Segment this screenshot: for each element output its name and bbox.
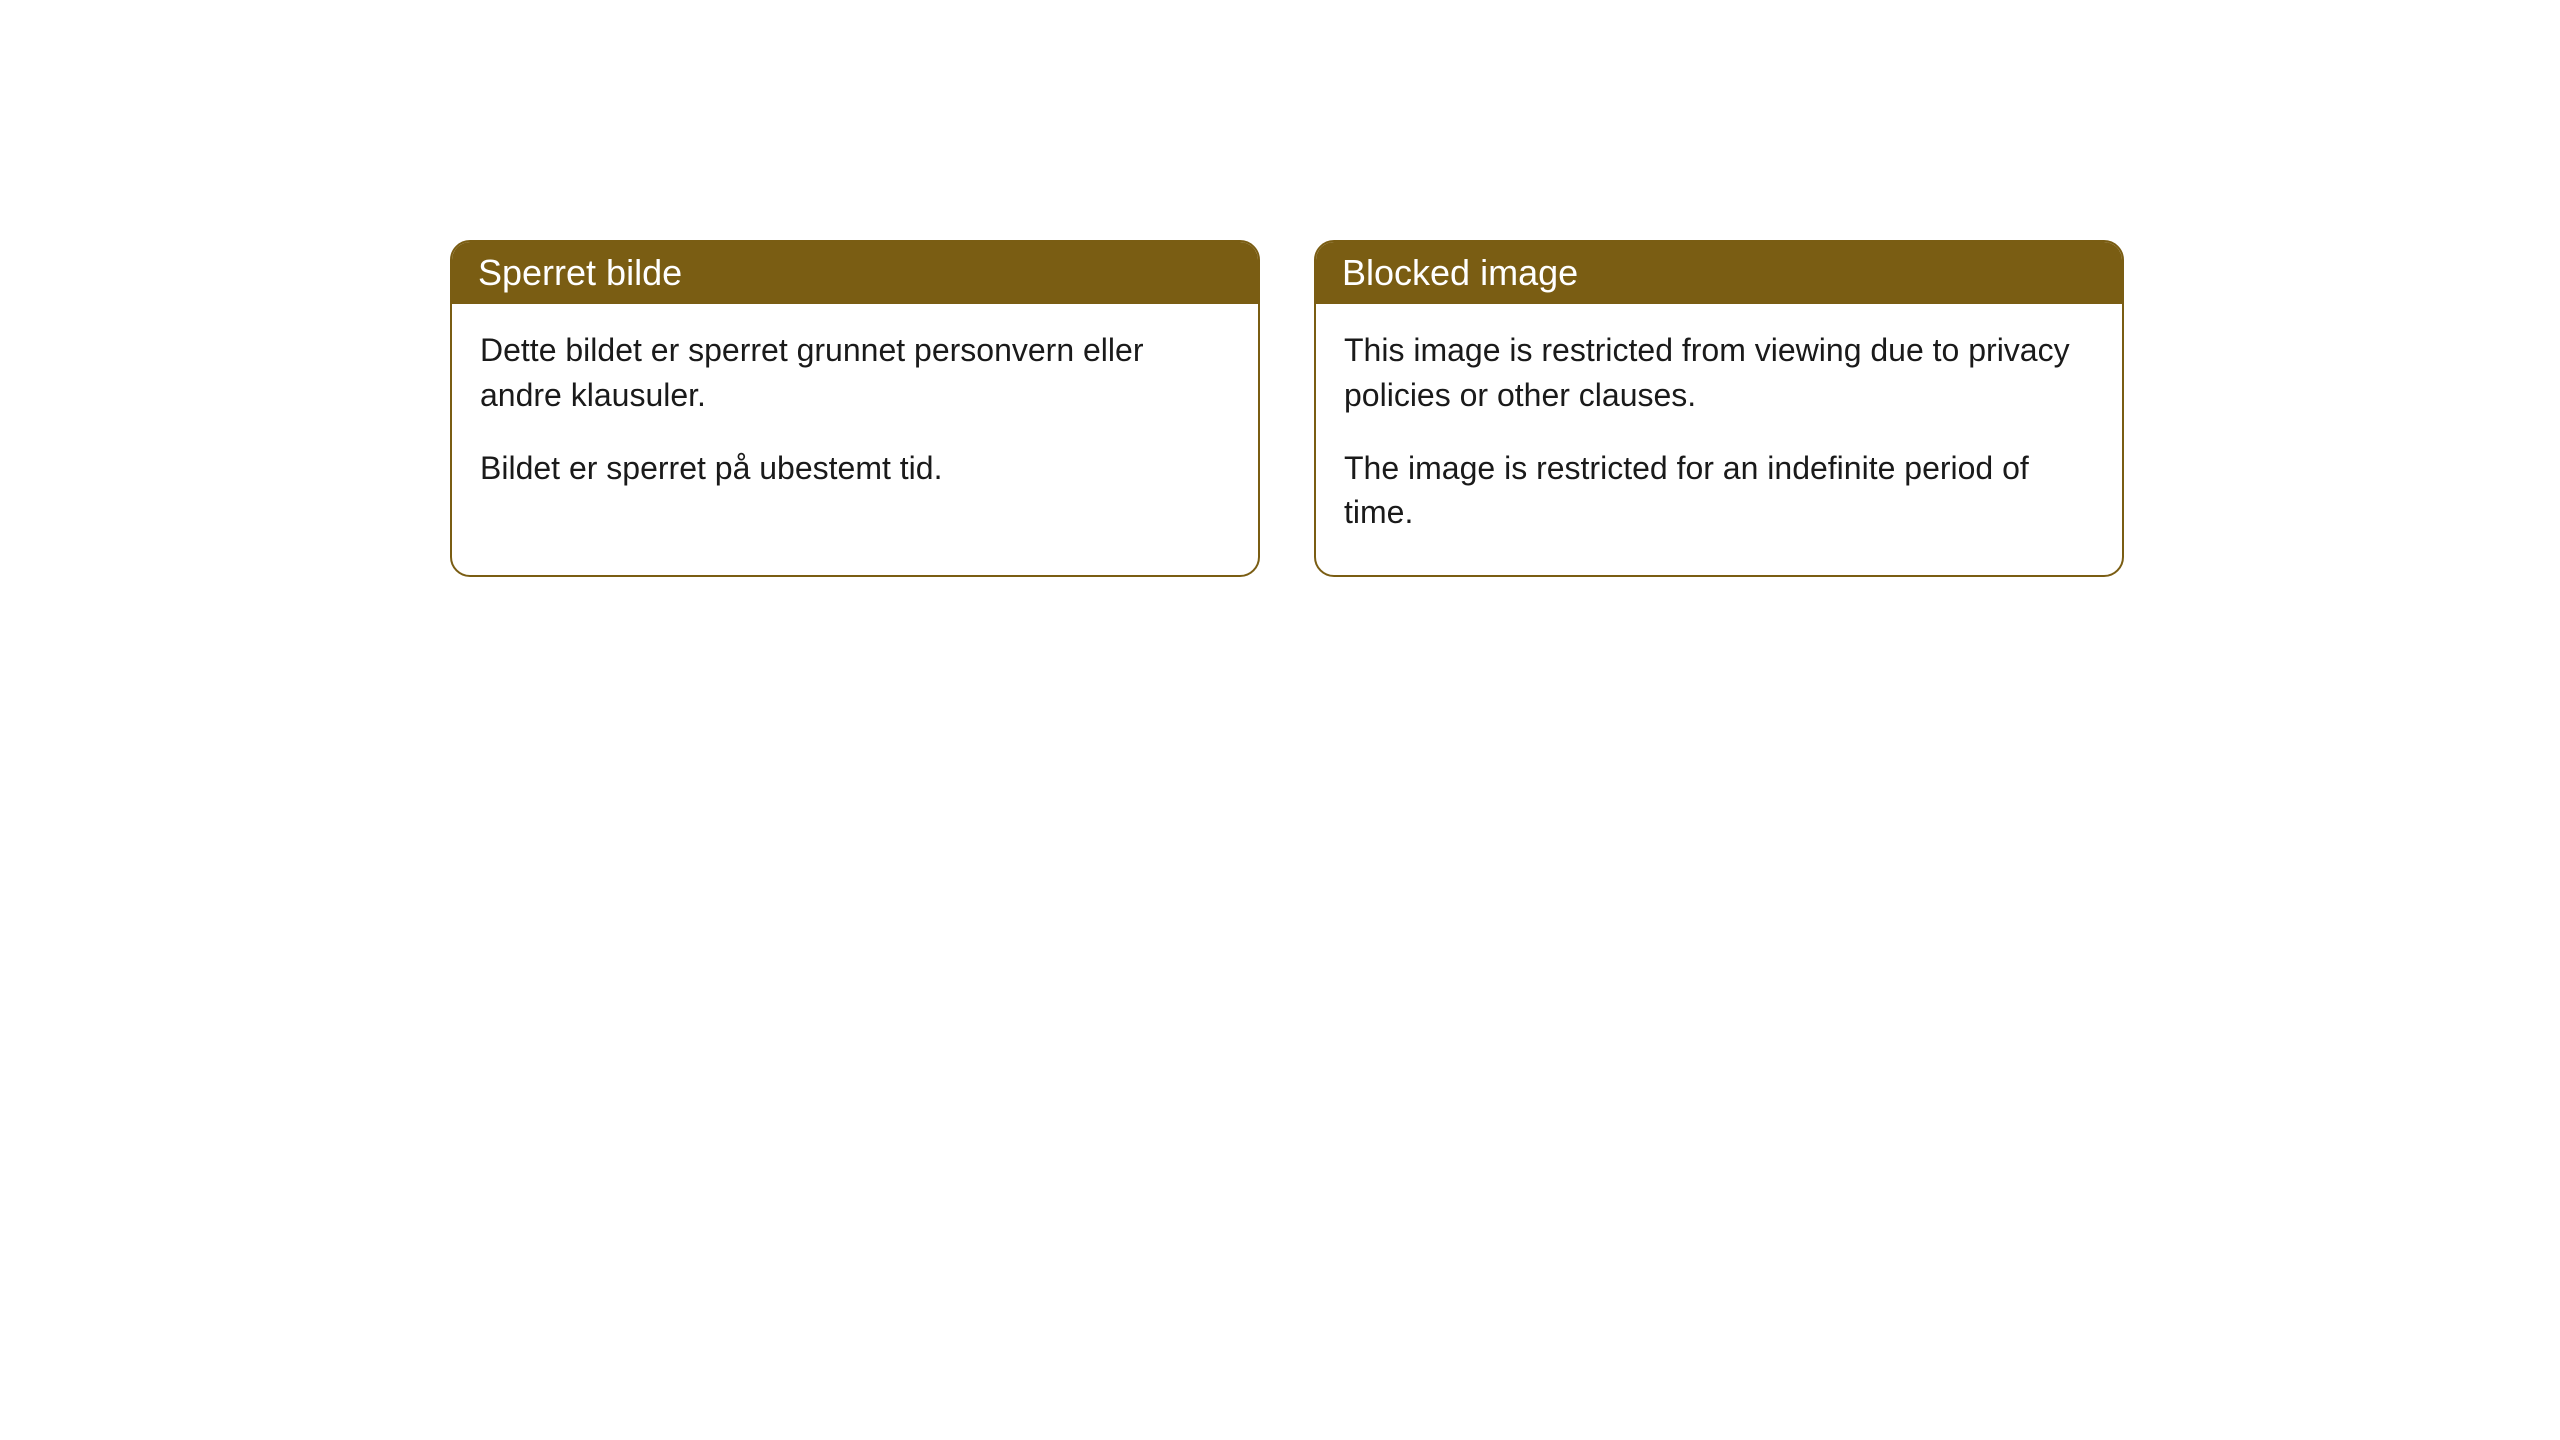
- card-header-english: Blocked image: [1316, 242, 2122, 304]
- card-paragraph: Dette bildet er sperret grunnet personve…: [480, 328, 1230, 418]
- card-paragraph: This image is restricted from viewing du…: [1344, 328, 2094, 418]
- card-body-english: This image is restricted from viewing du…: [1316, 304, 2122, 575]
- card-paragraph: The image is restricted for an indefinit…: [1344, 446, 2094, 536]
- notice-card-english: Blocked image This image is restricted f…: [1314, 240, 2124, 577]
- card-header-norwegian: Sperret bilde: [452, 242, 1258, 304]
- card-title: Sperret bilde: [478, 252, 682, 293]
- notice-cards-container: Sperret bilde Dette bildet er sperret gr…: [450, 240, 2124, 577]
- notice-card-norwegian: Sperret bilde Dette bildet er sperret gr…: [450, 240, 1260, 577]
- card-title: Blocked image: [1342, 252, 1578, 293]
- card-body-norwegian: Dette bildet er sperret grunnet personve…: [452, 304, 1258, 530]
- card-paragraph: Bildet er sperret på ubestemt tid.: [480, 446, 1230, 491]
